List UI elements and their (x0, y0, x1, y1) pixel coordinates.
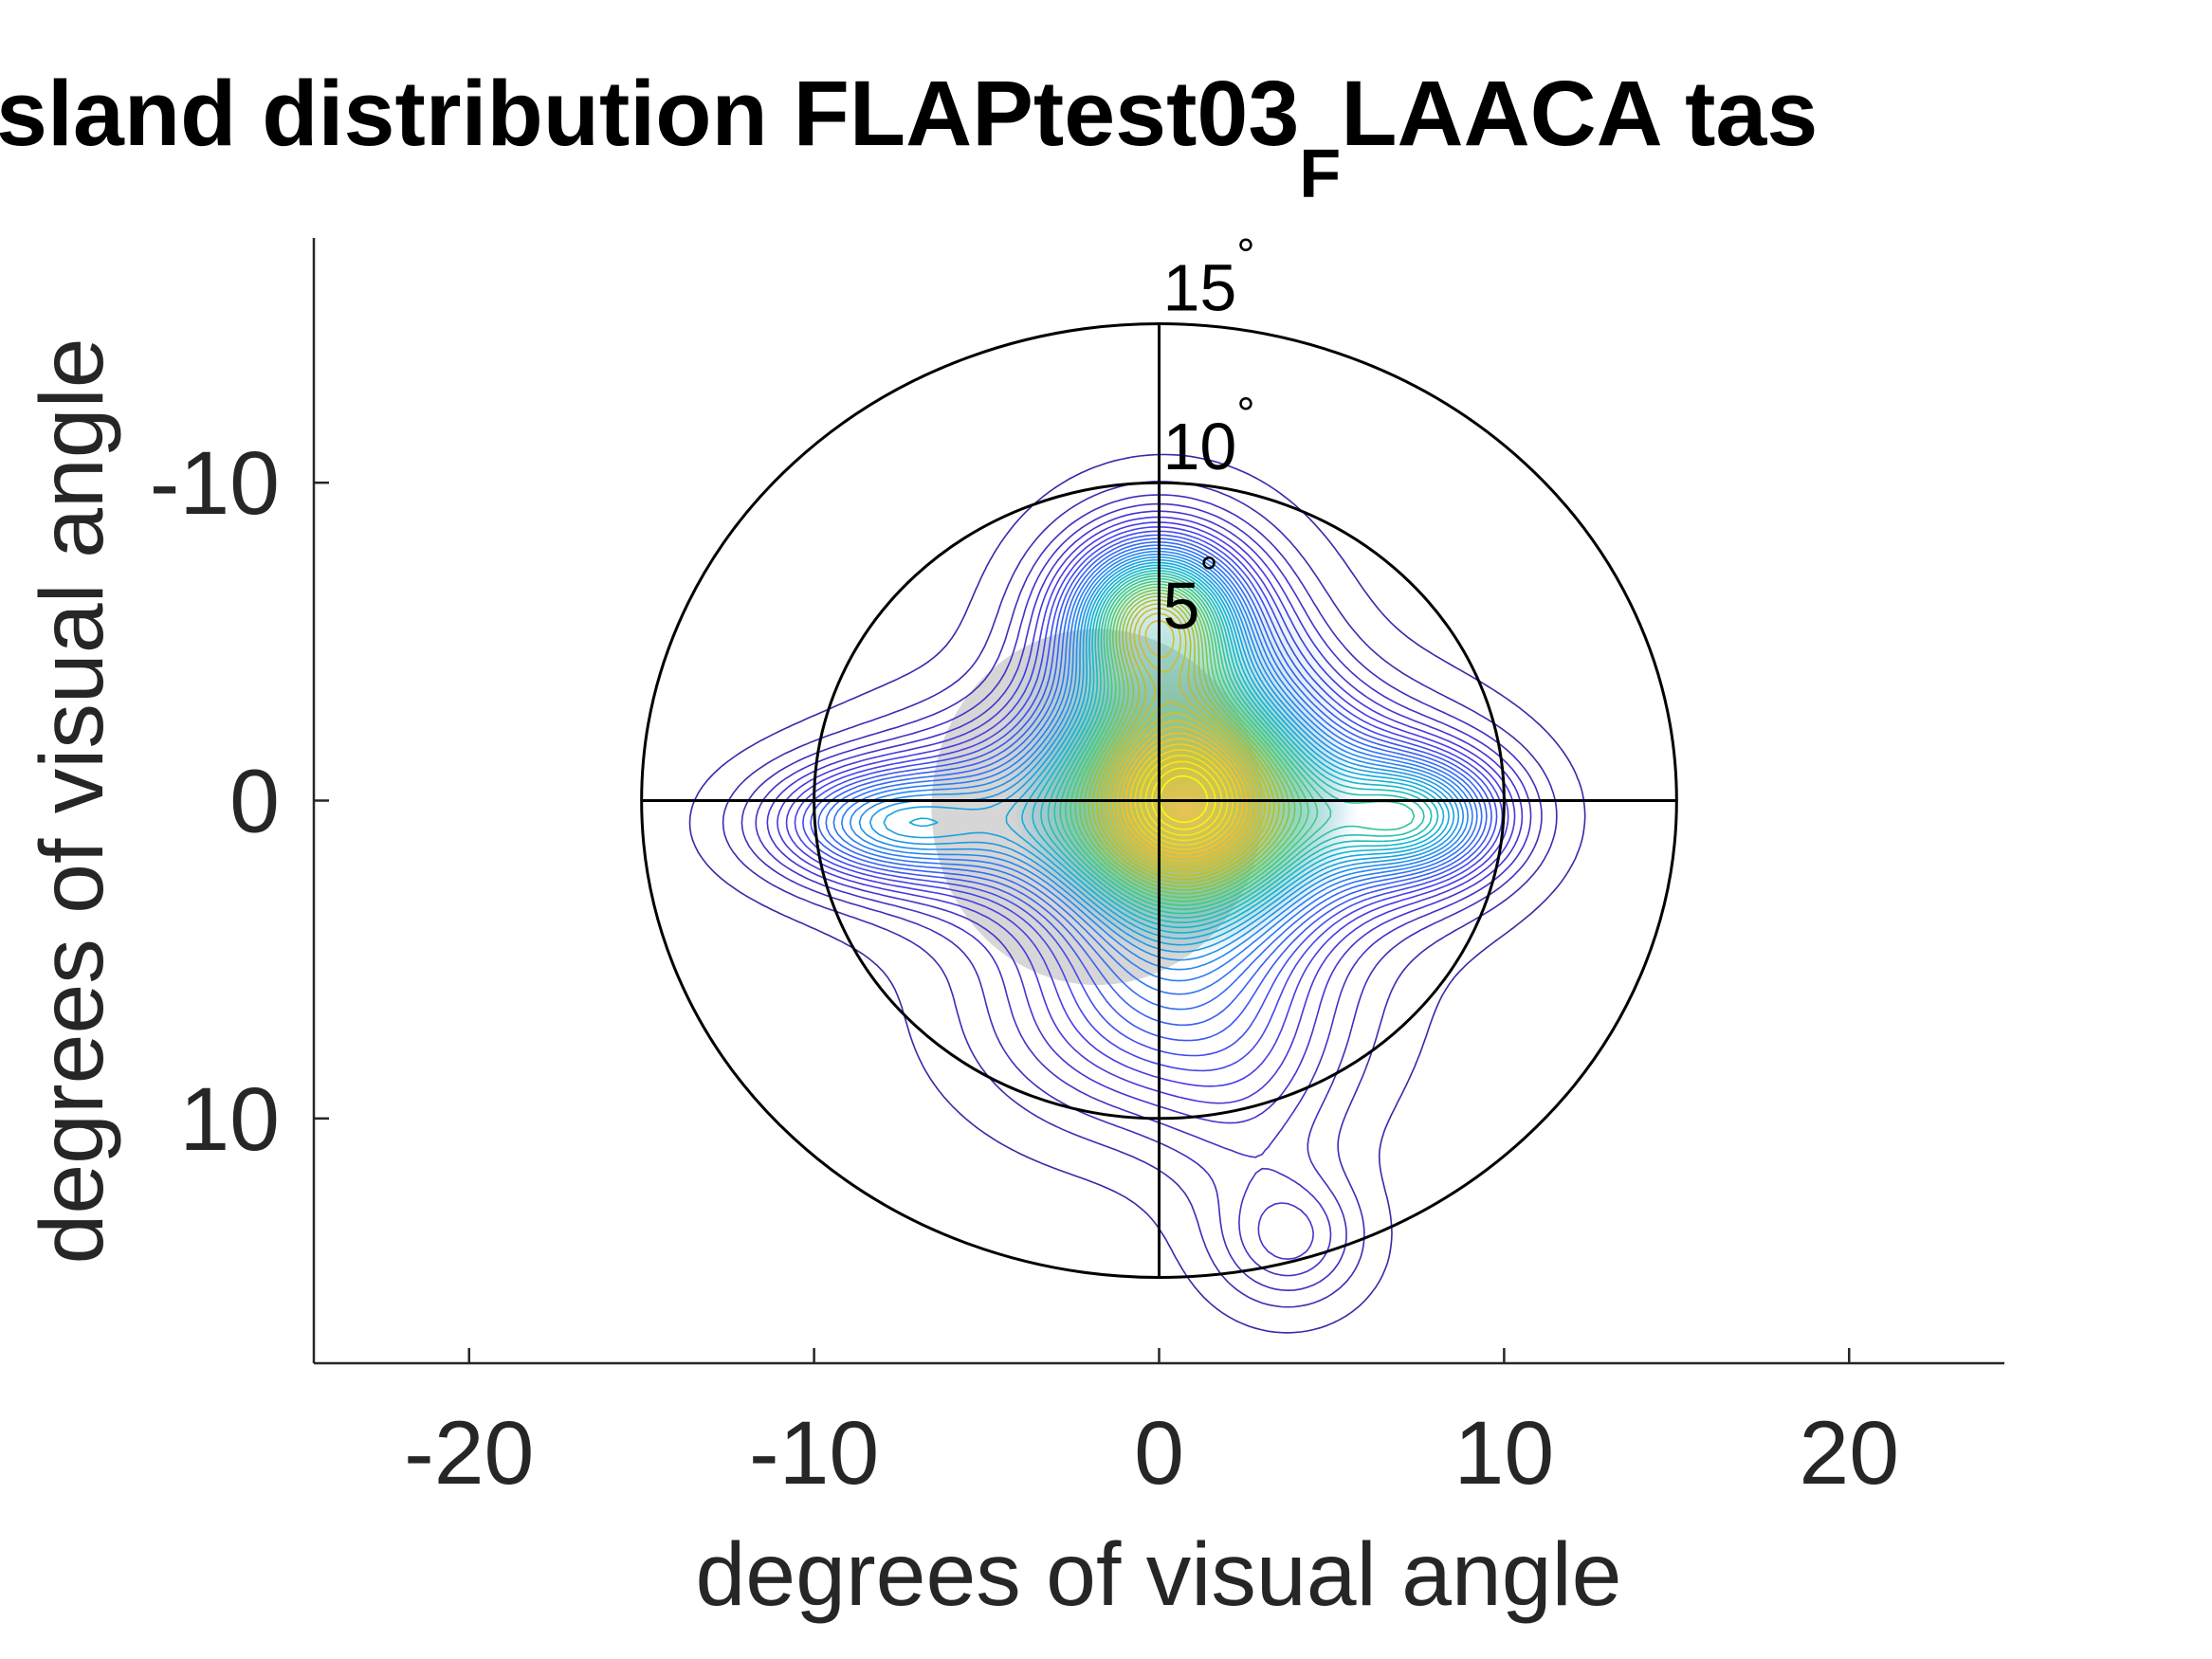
chart-title-main: sland distribution FLAPtest03 (0, 62, 1299, 165)
contour-line (817, 538, 1488, 1027)
plot-area (640, 322, 1678, 1334)
contour-line (1124, 738, 1244, 855)
contour-line (785, 521, 1509, 1087)
contour-line (1129, 743, 1239, 850)
contour-line (1069, 583, 1309, 902)
x-axis-label: degrees of visual angle (695, 1524, 1621, 1625)
contour-line (1074, 586, 1303, 899)
contour-line (1040, 570, 1433, 923)
contour-line (1100, 607, 1271, 877)
y-axis-ticks: -10 0 10 (150, 433, 329, 1170)
y-tick-label: 10 (179, 1069, 280, 1170)
contour-line (688, 453, 1586, 1334)
contour-line (1083, 592, 1290, 891)
contour-line (1144, 760, 1223, 836)
contour-line (849, 550, 1469, 971)
contour-line (825, 541, 1483, 1011)
contour-line (1047, 572, 1425, 919)
contour-line (794, 526, 1504, 1072)
y-tick-label: -10 (150, 433, 280, 534)
ring-label-10: 10° (1163, 390, 1255, 483)
chart-title-subscript: F (1299, 137, 1341, 212)
ring-label-5: 5° (1163, 549, 1218, 643)
contour-line (740, 494, 1543, 1291)
y-axis-label: degrees of visual angle (22, 337, 122, 1264)
contour-line (1108, 619, 1262, 870)
ring-label-15: 15° (1163, 231, 1255, 325)
contour-line (1065, 580, 1319, 906)
chart-title-suffix: LAACA tas (1341, 62, 1818, 165)
contour-line (1059, 577, 1332, 910)
contour-line (841, 547, 1473, 982)
x-axis-ticks: -20 -10 0 10 20 (404, 1348, 1899, 1504)
contour-line (883, 558, 1455, 946)
x-tick-label: 10 (1454, 1403, 1555, 1504)
contour-line (908, 561, 1450, 939)
contour-line (1096, 603, 1275, 881)
contour-line (1032, 567, 1439, 929)
contour-line (1091, 599, 1280, 884)
contour-line (777, 516, 1516, 1104)
contour-line (1053, 574, 1416, 915)
chart-title: sland distribution FLAPtest03FLAACA tas (0, 62, 1818, 212)
y-tick-label: 0 (229, 752, 280, 852)
contour-line (1134, 749, 1234, 847)
contour-line (1112, 720, 1257, 866)
contour-lines (688, 453, 1586, 1334)
contour-line (832, 544, 1478, 995)
contour-line (1088, 595, 1285, 887)
x-tick-label: -20 (404, 1403, 534, 1504)
contour-line (766, 510, 1524, 1260)
contour-line (868, 556, 1460, 953)
contour-line (1104, 612, 1267, 873)
polar-overlay (640, 322, 1678, 1279)
contour-line (810, 534, 1492, 1042)
contour-line (755, 502, 1532, 1277)
x-tick-label: 0 (1134, 1403, 1184, 1504)
x-tick-label: 20 (1799, 1403, 1899, 1504)
contour-line (858, 553, 1465, 961)
ring-labels: 15° 10° 5° (1163, 231, 1255, 643)
x-tick-label: -10 (749, 1403, 879, 1504)
